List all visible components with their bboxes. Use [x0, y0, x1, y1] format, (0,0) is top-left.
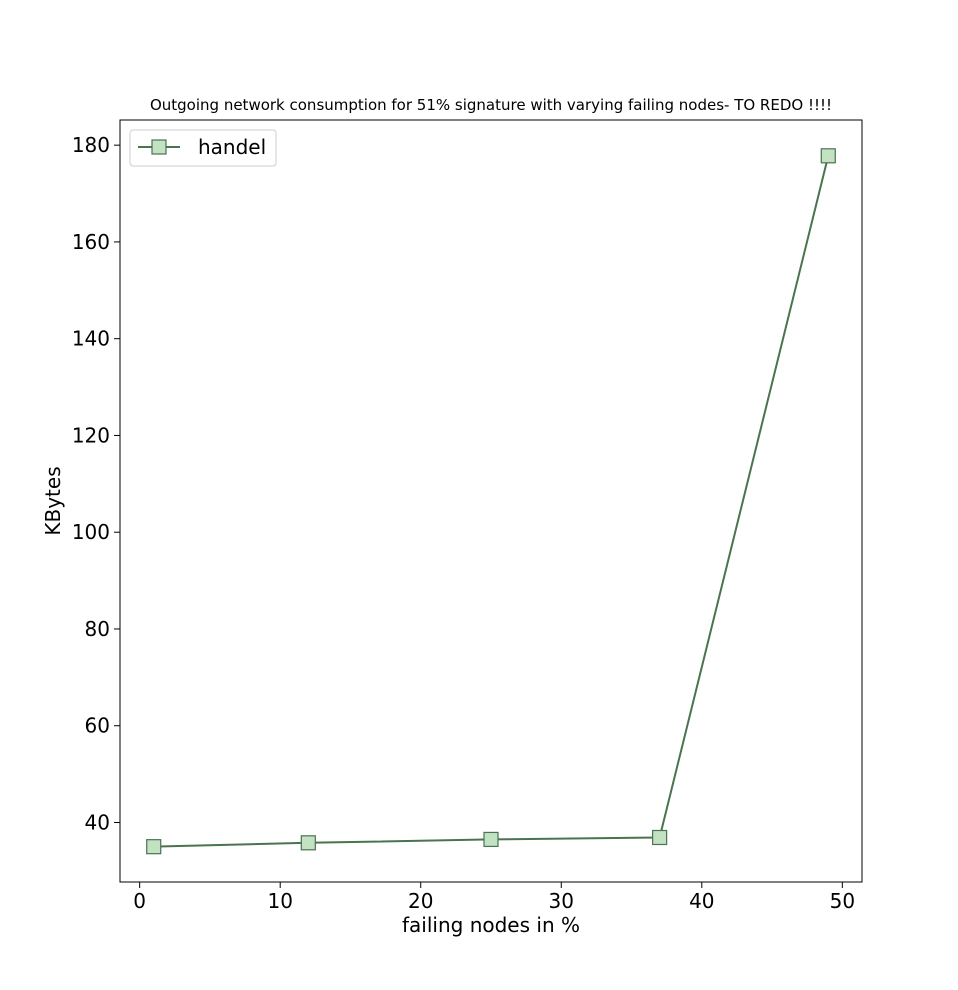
y-tick-label: 160 [72, 230, 110, 254]
legend-box [129, 129, 277, 167]
data-point [820, 148, 836, 164]
x-tick-label: 50 [830, 889, 855, 913]
y-tick-label: 140 [72, 327, 110, 351]
y-tick-label: 120 [72, 423, 110, 447]
x-tick-label: 10 [267, 889, 292, 913]
series-layer [146, 148, 836, 855]
data-point [300, 835, 316, 851]
x-tick-label: 30 [549, 889, 574, 913]
y-axis-label: KBytes [41, 466, 65, 535]
x-axis: 0 10 20 30 40 50 [133, 882, 855, 913]
legend-marker-swatch [151, 139, 167, 155]
data-point [483, 831, 499, 848]
y-tick-label: 60 [85, 714, 110, 738]
x-tick-label: 0 [133, 889, 146, 913]
x-tick-label: 20 [408, 889, 433, 913]
y-tick-label: 180 [72, 133, 110, 157]
data-point [146, 839, 162, 855]
series-line-handel [153, 155, 830, 848]
y-axis: 40 60 80 100 120 140 160 180 [72, 133, 120, 834]
data-point [652, 829, 668, 846]
y-tick-label: 80 [85, 617, 110, 641]
y-tick-label: 40 [85, 810, 110, 834]
chart-title: Outgoing network consumption for 51% sig… [150, 96, 832, 114]
legend: handel [129, 129, 277, 167]
legend-label: handel [198, 135, 266, 159]
x-tick-label: 40 [689, 889, 714, 913]
y-tick-label: 100 [72, 520, 110, 544]
plot-area-frame [119, 119, 863, 883]
x-axis-label: failing nodes in % [402, 913, 580, 937]
